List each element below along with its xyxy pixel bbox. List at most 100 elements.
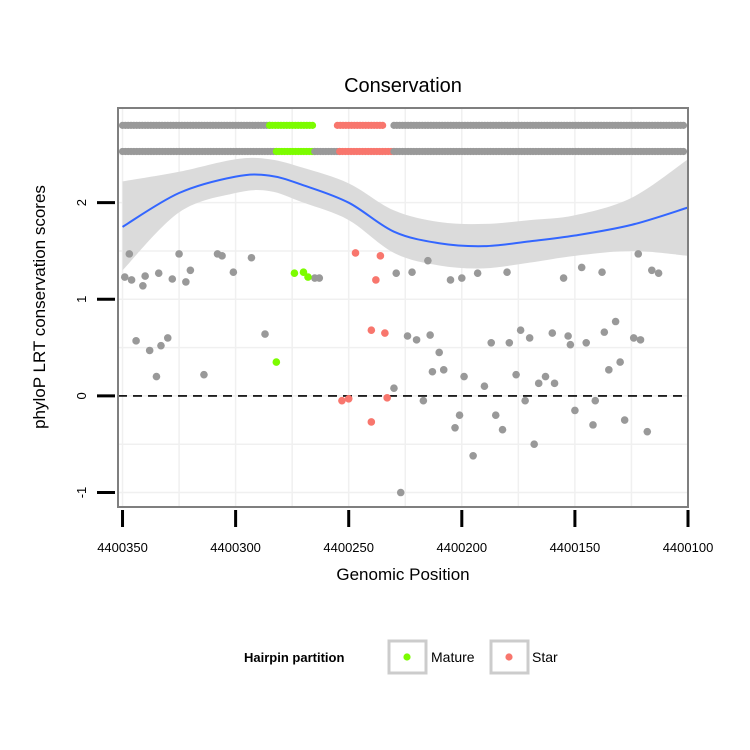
data-point-other xyxy=(261,330,269,338)
data-point-other xyxy=(396,488,405,497)
chart-title: Conservation xyxy=(344,75,462,97)
rug-point-other xyxy=(679,121,688,129)
data-point-star xyxy=(344,394,353,403)
y-tick-label: 1 xyxy=(74,296,89,303)
data-point-other xyxy=(516,326,525,335)
data-point-other xyxy=(120,273,129,281)
data-point-other xyxy=(175,250,183,258)
data-point-other xyxy=(229,268,238,277)
data-point-other xyxy=(145,346,154,355)
data-point-other xyxy=(424,256,432,265)
confidence-ribbon xyxy=(122,157,689,271)
data-point-other xyxy=(654,269,663,278)
data-point-other xyxy=(559,274,568,282)
data-point-other xyxy=(163,334,172,342)
data-point-star xyxy=(383,394,391,402)
data-point-other xyxy=(200,370,208,379)
data-point-other xyxy=(530,440,538,449)
data-point-other xyxy=(152,372,161,381)
data-point-other xyxy=(403,332,412,340)
data-point-other xyxy=(512,370,520,379)
data-point-mature xyxy=(299,268,308,277)
data-point-other xyxy=(505,338,514,347)
smooth-line-layer xyxy=(122,173,689,248)
x-tick-label: 4400350 xyxy=(97,540,148,555)
data-point-star xyxy=(367,326,376,335)
data-point-other xyxy=(125,250,134,258)
x-tick-label: 4400250 xyxy=(323,540,374,555)
data-point-other xyxy=(611,317,620,326)
legend-title: Hairpin partition xyxy=(244,650,344,665)
data-point-other xyxy=(154,269,163,278)
data-point-other xyxy=(648,266,656,275)
data-point-other xyxy=(605,366,613,374)
data-point-other xyxy=(458,274,466,282)
panel-border xyxy=(117,107,689,508)
rug-points-layer xyxy=(118,121,688,156)
data-point-other xyxy=(139,281,147,290)
legend-key-star-dot xyxy=(505,653,513,661)
x-tick-label: 4400150 xyxy=(550,540,601,555)
data-point-other xyxy=(491,411,500,420)
data-point-star xyxy=(367,418,376,426)
data-point-other xyxy=(412,336,421,344)
data-point-other xyxy=(577,263,586,272)
data-point-other xyxy=(132,337,140,345)
data-point-other xyxy=(315,274,324,282)
data-point-other xyxy=(525,334,534,342)
legend-label-star: Star xyxy=(532,649,558,665)
data-point-other xyxy=(127,276,136,284)
data-point-other xyxy=(469,451,477,460)
data-point-other xyxy=(534,379,543,388)
plot-panel xyxy=(117,107,689,508)
data-point-other xyxy=(550,379,559,388)
data-point-other xyxy=(426,331,434,339)
x-tick-label: 4400100 xyxy=(663,540,714,555)
data-point-other xyxy=(446,276,455,284)
data-point-other xyxy=(182,278,190,286)
data-point-star xyxy=(338,396,346,405)
y-axis: -1 0 1 2 xyxy=(74,199,115,498)
data-point-mature xyxy=(290,269,299,278)
rug-point-other xyxy=(679,147,688,156)
data-point-other xyxy=(390,384,398,392)
data-point-star xyxy=(376,252,385,260)
scatter-points-layer xyxy=(120,249,663,497)
data-point-other xyxy=(460,372,468,381)
data-point-other xyxy=(503,268,511,277)
data-point-other xyxy=(487,338,496,347)
data-point-other xyxy=(439,366,448,374)
data-point-other xyxy=(566,340,575,349)
data-point-other xyxy=(634,250,643,258)
data-point-other xyxy=(428,367,437,376)
data-point-other xyxy=(168,275,177,283)
data-point-other xyxy=(157,341,165,350)
y-axis-label: phyloP LRT conservation scores xyxy=(30,185,49,429)
data-point-other xyxy=(451,423,459,432)
data-point-mature xyxy=(304,273,312,281)
data-point-other xyxy=(636,336,645,344)
data-point-other xyxy=(521,396,529,405)
data-point-other xyxy=(392,269,401,278)
data-point-other xyxy=(582,338,591,347)
y-tick-label: 2 xyxy=(74,199,89,206)
data-point-other xyxy=(616,358,624,366)
data-point-other xyxy=(600,328,609,336)
data-point-star xyxy=(372,276,380,284)
data-point-other xyxy=(435,348,443,357)
data-point-other xyxy=(548,329,557,337)
legend-key-mature-dot xyxy=(403,653,411,661)
data-point-other xyxy=(589,421,597,429)
x-axis: 4400350 4400300 4400250 4400200 4400150 44001… xyxy=(97,510,713,555)
rug-point-star xyxy=(379,121,387,129)
confidence-ribbon-layer xyxy=(122,157,689,271)
data-point-other xyxy=(408,268,416,277)
data-point-other xyxy=(218,252,226,260)
x-tick-label: 4400300 xyxy=(210,540,261,555)
x-tick-label: 4400200 xyxy=(436,540,487,555)
data-point-other xyxy=(247,253,256,262)
data-point-other xyxy=(141,272,149,280)
data-point-star xyxy=(381,329,389,337)
data-point-star xyxy=(351,249,360,257)
